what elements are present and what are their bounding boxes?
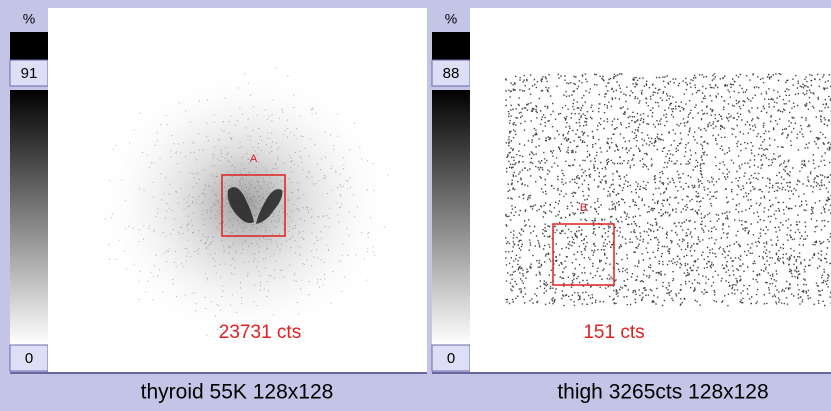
scale-unit-box — [10, 8, 48, 32]
scale-max-box — [9, 59, 49, 87]
roi-box — [221, 174, 286, 237]
scale-unit: % — [23, 11, 35, 27]
roi-label: A — [250, 153, 258, 165]
scale-max: 88 — [443, 65, 460, 82]
scale-unit: % — [445, 11, 457, 27]
scale-gradient — [432, 90, 470, 345]
image-caption: thigh 3265cts 128x128 — [557, 381, 768, 404]
scale-min: 0 — [447, 350, 455, 367]
scale-max: 91 — [21, 65, 38, 82]
roi-box — [552, 223, 615, 286]
roi-counts: 151 cts — [583, 322, 644, 343]
image-area — [470, 8, 831, 372]
scale-min: 0 — [25, 350, 33, 367]
scale-min-box — [431, 344, 471, 372]
scale-max-box — [431, 59, 471, 87]
scale-top-black — [432, 32, 470, 60]
image-caption: thyroid 55K 128x128 — [141, 381, 334, 404]
thyroid-lobes — [227, 187, 283, 224]
roi-counts: 23731 cts — [219, 322, 301, 343]
scale-unit-box — [432, 8, 470, 32]
roi-label: B — [580, 202, 587, 214]
scale-top-black — [10, 32, 48, 60]
scale-gradient — [10, 90, 48, 345]
